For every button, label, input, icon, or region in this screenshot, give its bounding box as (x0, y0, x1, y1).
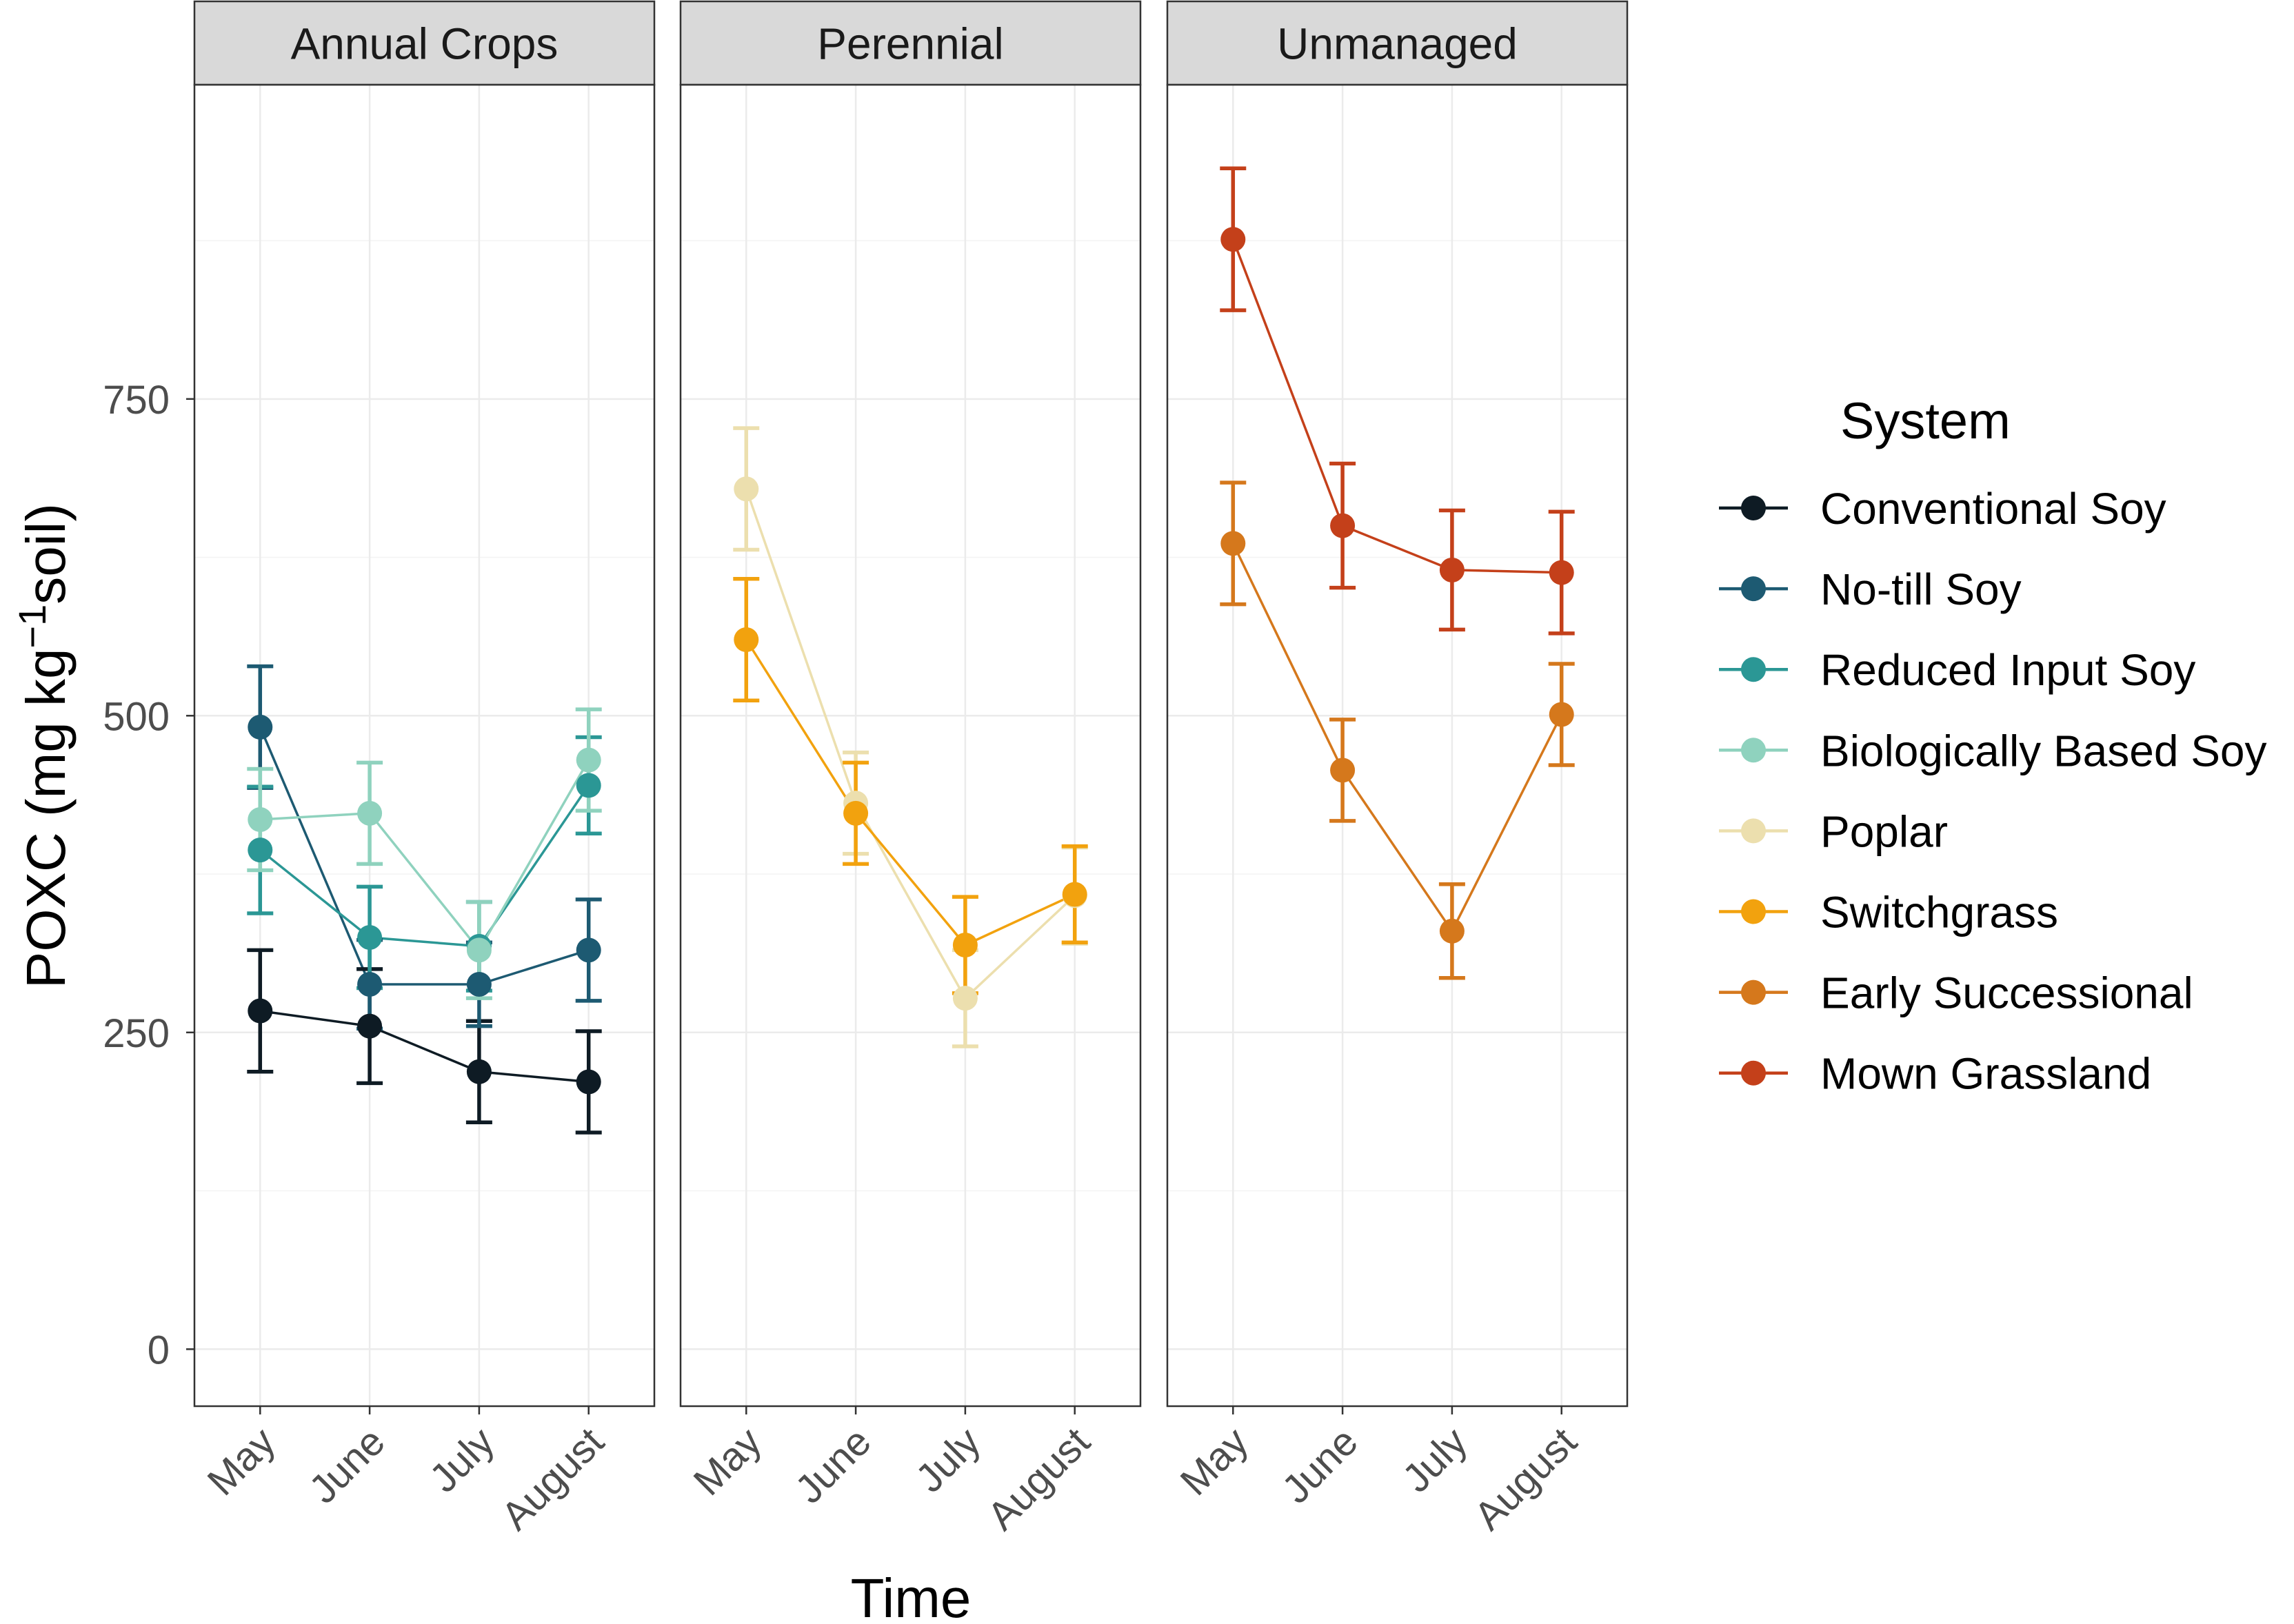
point-switchgrass-may (734, 627, 759, 653)
panel-border (679, 83, 1142, 1408)
y-axis-title: POXC (mg kg−1soil) (10, 503, 77, 988)
point-early-successional-august (1549, 702, 1574, 727)
point-biologically-based-soy-july (466, 937, 492, 963)
series-points (248, 714, 601, 1095)
point-mown-grassland-june (1330, 513, 1356, 538)
series-errorbars (1220, 166, 1575, 980)
line-conventional-soy (260, 1009, 589, 1084)
legend-label-no-till-soy: No-till Soy (1820, 565, 2022, 614)
point-conventional-soy-august (576, 1069, 601, 1095)
legend-label-reduced-input-soy: Reduced Input Soy (1820, 645, 2195, 695)
y-axis-title-end: soil) (15, 503, 77, 605)
legend-key-point (1741, 576, 1766, 602)
series-lines (745, 488, 1076, 999)
legend: System Conventional Soy No-till Soy Reduce… (1719, 392, 2266, 1099)
point-mown-grassland-august (1549, 560, 1574, 585)
strip-label-perennial: Perennial (817, 19, 1003, 69)
panel-border (1166, 83, 1629, 1408)
legend-key-point (1741, 1060, 1766, 1086)
point-reduced-input-soy-june (357, 924, 383, 950)
panel-background (681, 85, 1140, 1406)
legend-label-biologically-based-soy: Biologically Based Soy (1820, 726, 2266, 775)
point-switchgrass-august (1062, 882, 1087, 907)
legend-item-early-successional: Early Successional (1719, 968, 2193, 1018)
point-switchgrass-june (843, 800, 869, 826)
y-axis-title-main: POXC (mg kg (15, 649, 77, 988)
point-biologically-based-soy-august (576, 747, 601, 773)
point-no-till-soy-august (576, 937, 601, 963)
point-no-till-soy-june (357, 971, 383, 997)
point-no-till-soy-july (466, 971, 492, 997)
legend-label-conventional-soy: Conventional Soy (1820, 484, 2166, 534)
point-conventional-soy-may (248, 998, 273, 1024)
panel-border (193, 83, 656, 1408)
x-axis-title: Time (851, 1567, 972, 1624)
point-poplar-july (952, 986, 978, 1011)
panel-background (194, 85, 654, 1406)
strip-annual-crops (193, 0, 656, 86)
series-lines (259, 727, 590, 1084)
legend-item-poplar: Poplar (1719, 806, 1948, 856)
line-reduced-input-soy (259, 784, 590, 948)
line-mown-grassland (1231, 238, 1562, 574)
y-axis: 0 250 500 750 (103, 378, 194, 1372)
line-no-till-soy (259, 727, 590, 986)
y-tick-label: 500 (103, 694, 170, 739)
point-conventional-soy-july (466, 1059, 492, 1084)
legend-label-mown-grassland: Mown Grassland (1820, 1049, 2151, 1099)
legend-key-point (1741, 496, 1766, 520)
legend-key-point (1741, 899, 1766, 924)
line-early-successional (1231, 542, 1563, 933)
legend-key-point (1741, 980, 1766, 1005)
line-biologically-based-soy (260, 759, 590, 952)
strip-unmanaged (1166, 0, 1629, 86)
panel-background (1167, 85, 1627, 1406)
legend-key-point (1741, 818, 1766, 844)
series-lines (1231, 238, 1563, 933)
legend-item-mown-grassland: Mown Grassland (1719, 1049, 2151, 1099)
point-early-successional-june (1330, 758, 1356, 783)
point-no-till-soy-may (248, 714, 273, 740)
series-points (1220, 227, 1574, 944)
legend-item-biologically-based-soy: Biologically Based Soy (1719, 726, 2266, 775)
legend-item-switchgrass: Switchgrass (1719, 888, 2058, 937)
y-tick-label: 750 (103, 378, 170, 423)
legend-key-point (1741, 657, 1766, 682)
y-tick-label: 250 (103, 1011, 170, 1056)
point-conventional-soy-june (357, 1013, 383, 1039)
point-mown-grassland-may (1220, 227, 1246, 252)
point-switchgrass-july (952, 932, 978, 957)
point-biologically-based-soy-may (248, 807, 273, 833)
legend-item-reduced-input-soy: Reduced Input Soy (1719, 645, 2195, 695)
legend-item-no-till-soy: No-till Soy (1719, 565, 2022, 614)
point-mown-grassland-july (1439, 557, 1465, 582)
y-tick-label: 0 (148, 1328, 170, 1372)
legend-label-early-successional: Early Successional (1820, 968, 2193, 1018)
point-early-successional-july (1439, 918, 1465, 944)
legend-label-poplar: Poplar (1820, 806, 1948, 856)
point-poplar-may (734, 476, 759, 502)
strip-label-annual-crops: Annual Crops (291, 19, 559, 69)
line-switchgrass (745, 639, 1076, 946)
point-biologically-based-soy-june (357, 800, 383, 826)
point-reduced-input-soy-may (248, 838, 273, 863)
point-early-successional-may (1220, 531, 1246, 556)
y-axis-title-superscript: −1 (10, 605, 54, 649)
legend-title: System (1840, 392, 2011, 449)
legend-key-point (1741, 738, 1766, 763)
legend-label-switchgrass: Switchgrass (1820, 888, 2058, 937)
series-points (734, 476, 1087, 1011)
legend-item-conventional-soy: Conventional Soy (1719, 484, 2166, 534)
line-poplar (745, 488, 1076, 999)
point-reduced-input-soy-august (576, 773, 601, 798)
strip-label-unmanaged: Unmanaged (1277, 19, 1518, 69)
